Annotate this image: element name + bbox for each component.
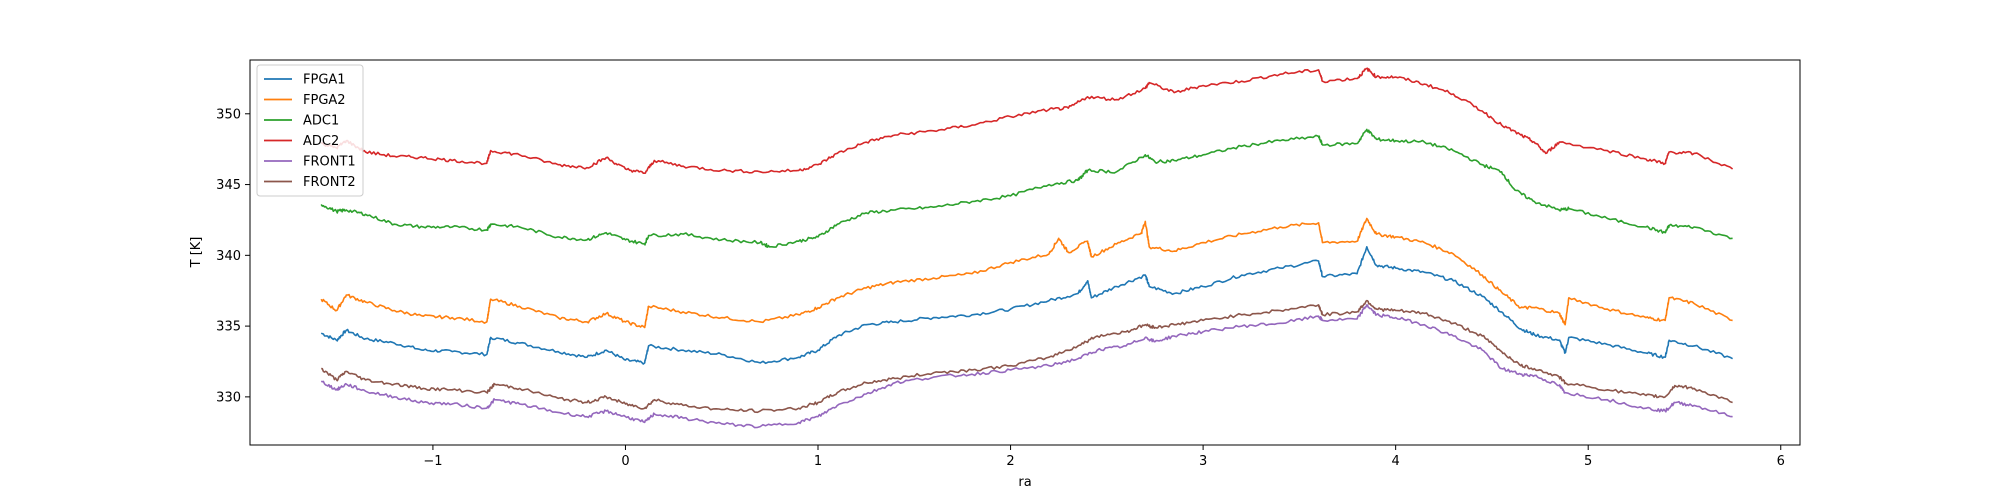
x-tick-label: 3 xyxy=(1199,454,1207,469)
y-tick-label: 350 xyxy=(216,107,241,122)
series-line-fpga1 xyxy=(320,246,1733,365)
legend-label-fpga2: FPGA2 xyxy=(303,93,346,108)
series-line-adc2 xyxy=(320,67,1734,174)
y-axis-label: T [K] xyxy=(189,237,204,269)
plot-frame xyxy=(249,59,1801,446)
x-tick-label: −1 xyxy=(423,454,442,469)
legend-label-front2: FRONT2 xyxy=(303,175,356,190)
legend-box xyxy=(256,64,364,197)
y-tick-label: 330 xyxy=(216,390,241,405)
legend-label-fpga1: FPGA1 xyxy=(303,73,346,88)
y-axis: 330 335 340 345 350 xyxy=(216,107,250,405)
x-tick-label: 6 xyxy=(1777,454,1785,469)
x-tick-label: 4 xyxy=(1392,454,1400,469)
y-tick-label: 335 xyxy=(216,320,241,335)
series-line-adc1 xyxy=(320,128,1733,248)
series-line-front2 xyxy=(321,299,1733,414)
x-tick-label: 0 xyxy=(621,454,629,469)
legend-label-adc1: ADC1 xyxy=(303,114,339,129)
x-axis-label: ra xyxy=(1018,475,1031,490)
series-line-front1 xyxy=(320,304,1733,429)
x-axis: −1 0 1 2 3 4 5 6 xyxy=(423,445,1785,469)
x-tick-label: 1 xyxy=(814,454,822,469)
y-tick-label: 345 xyxy=(216,178,241,193)
series-line-fpga2 xyxy=(320,217,1733,329)
legend: FPGA1 FPGA2 ADC1 ADC2 FRONT1 FRONT2 xyxy=(256,64,364,197)
series-lines xyxy=(320,67,1734,429)
legend-label-front1: FRONT1 xyxy=(303,155,356,170)
y-tick-label: 340 xyxy=(216,249,241,264)
x-tick-label: 5 xyxy=(1584,454,1592,469)
legend-label-adc2: ADC2 xyxy=(303,134,339,149)
x-tick-label: 2 xyxy=(1006,454,1014,469)
